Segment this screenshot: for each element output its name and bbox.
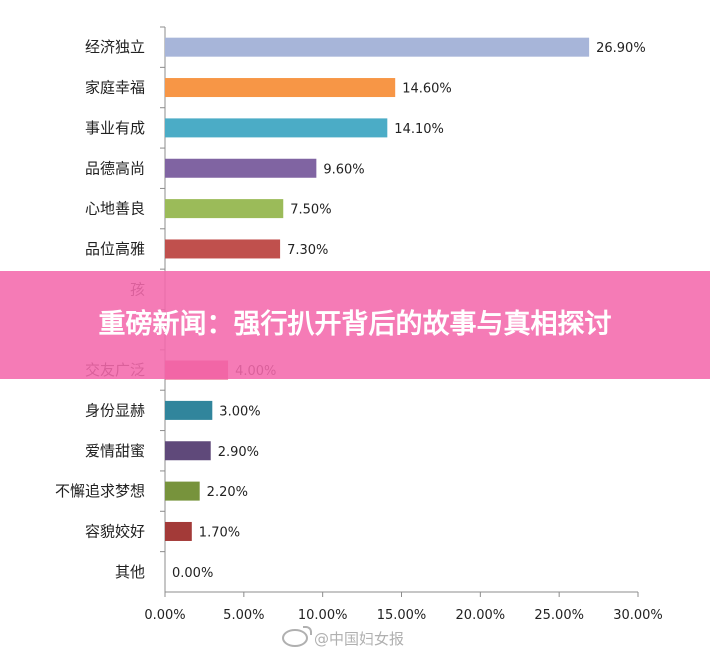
watermark: @中国妇女报 (282, 626, 404, 650)
x-tick-label: 5.00% (223, 608, 264, 623)
data-label: 14.60% (402, 82, 452, 97)
bar (165, 481, 200, 501)
category-label: 事业有成 (85, 119, 145, 137)
category-label: 品位高雅 (85, 240, 145, 258)
data-label: 7.30% (287, 243, 328, 258)
data-label: 1.70% (199, 525, 240, 540)
headline-banner: 重磅新闻：强行扒开背后的故事与真相探讨 (0, 271, 710, 379)
data-label: 3.00% (219, 404, 260, 419)
category-label: 不懈追求梦想 (55, 482, 145, 500)
x-tick-label: 25.00% (534, 608, 584, 623)
x-tick-label: 20.00% (456, 608, 506, 623)
category-label: 容貌姣好 (85, 522, 145, 540)
category-label: 身份显赫 (85, 401, 145, 419)
data-label: 2.90% (218, 445, 259, 460)
x-tick-label: 15.00% (377, 608, 427, 623)
data-label: 14.10% (394, 122, 444, 137)
weibo-icon (282, 626, 312, 647)
x-tick-label: 30.00% (613, 608, 663, 623)
bar (165, 400, 213, 420)
category-label: 品德高尚 (85, 159, 145, 177)
bar (165, 441, 211, 461)
headline-text: 重磅新闻：强行扒开背后的故事与真相探讨 (98, 309, 612, 340)
bar (165, 37, 590, 57)
bar (165, 78, 396, 98)
bar (165, 239, 281, 259)
data-label: 9.60% (323, 162, 364, 177)
x-tick-label: 0.00% (144, 608, 185, 623)
category-label: 爱情甜蜜 (85, 442, 145, 460)
category-label: 家庭幸福 (85, 79, 145, 97)
bar (165, 521, 192, 541)
category-label: 心地善良 (85, 200, 145, 218)
category-label: 经济独立 (85, 38, 145, 56)
bar (165, 158, 317, 178)
bar (165, 118, 388, 138)
data-label: 2.20% (207, 485, 248, 500)
data-label: 0.00% (172, 566, 213, 581)
watermark-text: @中国妇女报 (314, 629, 405, 648)
data-label: 26.90% (596, 41, 646, 56)
category-label: 其他 (115, 563, 145, 581)
bar (165, 199, 284, 219)
data-label: 7.50% (290, 203, 331, 218)
x-tick-label: 10.00% (298, 608, 348, 623)
